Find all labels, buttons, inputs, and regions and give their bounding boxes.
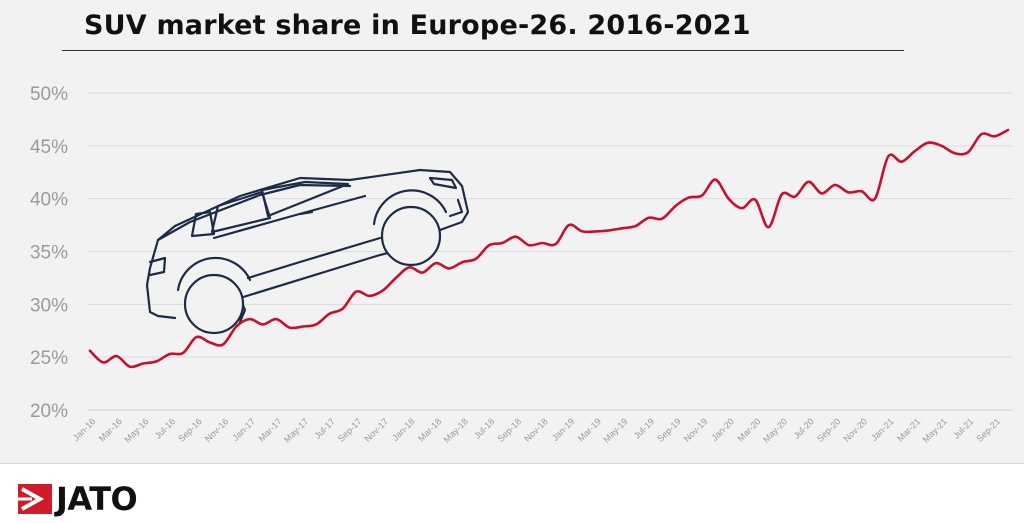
car-body-outline bbox=[145, 168, 470, 324]
y-axis-labels: 20% 25% 30% 35% 40% 45% 50% bbox=[30, 84, 68, 422]
x-tick-label: Sep-17 bbox=[336, 416, 364, 444]
x-tick-label: Jul-19 bbox=[632, 416, 656, 440]
x-tick-label: Sep-20 bbox=[815, 416, 843, 444]
x-tick-label: Nov-18 bbox=[522, 416, 550, 444]
car-window-rear bbox=[190, 210, 216, 238]
x-tick-label: Jul-17 bbox=[312, 416, 336, 440]
x-tick-label: Jan-20 bbox=[709, 416, 736, 443]
x-tick-label: Nov-16 bbox=[203, 416, 231, 444]
x-tick-label: Jan-19 bbox=[550, 416, 577, 443]
x-tick-label: Mar-18 bbox=[416, 416, 443, 443]
x-tick-label: Mar-16 bbox=[97, 416, 124, 443]
x-tick-label: Jan-21 bbox=[869, 416, 896, 443]
y-tick-label: 25% bbox=[30, 348, 68, 369]
car-window-middle bbox=[210, 190, 272, 234]
x-tick-label: Jul-18 bbox=[472, 416, 496, 440]
x-tick-label: Sep-16 bbox=[176, 416, 204, 444]
x-tick-label: Nov-20 bbox=[841, 416, 869, 444]
x-tick-label: Jan-17 bbox=[231, 416, 258, 443]
car-rear-wheel-arch bbox=[176, 256, 252, 292]
jato-logo: JATO bbox=[18, 480, 138, 518]
car-window-front bbox=[260, 180, 350, 218]
logo-text: JATO bbox=[56, 480, 138, 518]
series-line bbox=[88, 128, 1010, 369]
x-tick-label: Sep-19 bbox=[655, 416, 683, 444]
car-rear-light bbox=[148, 256, 167, 277]
car-front-wheel-tire bbox=[380, 205, 442, 267]
line-chart: 20% 25% 30% 35% 40% 45% 50% Jan-16 Mar-16May-16… bbox=[30, 84, 1012, 445]
x-tick-label: Nov-17 bbox=[363, 416, 391, 444]
x-tick-label: Jul-21 bbox=[951, 416, 975, 440]
x-tick-label: Sep-18 bbox=[496, 416, 524, 444]
car-mirror bbox=[298, 210, 314, 216]
x-tick-label: Jan-18 bbox=[390, 416, 417, 443]
x-tick-label: Jan-16 bbox=[71, 416, 98, 443]
x-tick-label: May-17 bbox=[282, 416, 310, 444]
suv-car-icon bbox=[145, 168, 470, 335]
footer: JATO bbox=[0, 463, 1024, 523]
chart-panel: 20% 25% 30% 35% 40% 45% 50% Jan-16 Mar-16 May-16… bbox=[0, 0, 1024, 463]
grid-lines bbox=[88, 92, 1012, 411]
x-tick-label: Mar-21 bbox=[895, 416, 922, 443]
car-front-grille bbox=[448, 198, 464, 218]
x-tick-label: May-20 bbox=[761, 416, 789, 444]
x-tick-label: May-16 bbox=[122, 416, 150, 444]
car-door-line bbox=[212, 194, 367, 240]
car-headlight bbox=[428, 176, 458, 190]
y-tick-label: 40% bbox=[30, 190, 68, 211]
car-side-crease bbox=[246, 236, 382, 280]
x-tick-label: May-21 bbox=[921, 416, 949, 444]
y-tick-label: 35% bbox=[30, 243, 68, 264]
x-tick-label: May-18 bbox=[442, 416, 470, 444]
y-tick-label: 45% bbox=[30, 137, 68, 158]
x-tick-label: Jul-16 bbox=[153, 416, 177, 440]
x-tick-label: Nov-19 bbox=[682, 416, 710, 444]
title-underline bbox=[62, 50, 904, 51]
x-tick-label: Mar-19 bbox=[576, 416, 603, 443]
y-tick-label: 30% bbox=[30, 295, 68, 316]
jato-flag-icon bbox=[18, 484, 52, 514]
x-tick-label: Mar-17 bbox=[256, 416, 283, 443]
x-tick-label: Jul-20 bbox=[791, 416, 815, 440]
y-tick-label: 50% bbox=[30, 84, 68, 105]
car-roof-line bbox=[156, 183, 352, 242]
car-rear-wheel-tire bbox=[183, 273, 245, 335]
chart-title: SUV market share in Europe-26. 2016-2021 bbox=[84, 10, 751, 41]
y-tick-label: 20% bbox=[30, 401, 68, 422]
x-tick-label: May-19 bbox=[601, 416, 629, 444]
car-front-wheel-arch bbox=[372, 189, 448, 226]
x-tick-label: Mar-20 bbox=[735, 416, 762, 443]
x-tick-label: Sep-21 bbox=[975, 416, 1003, 444]
